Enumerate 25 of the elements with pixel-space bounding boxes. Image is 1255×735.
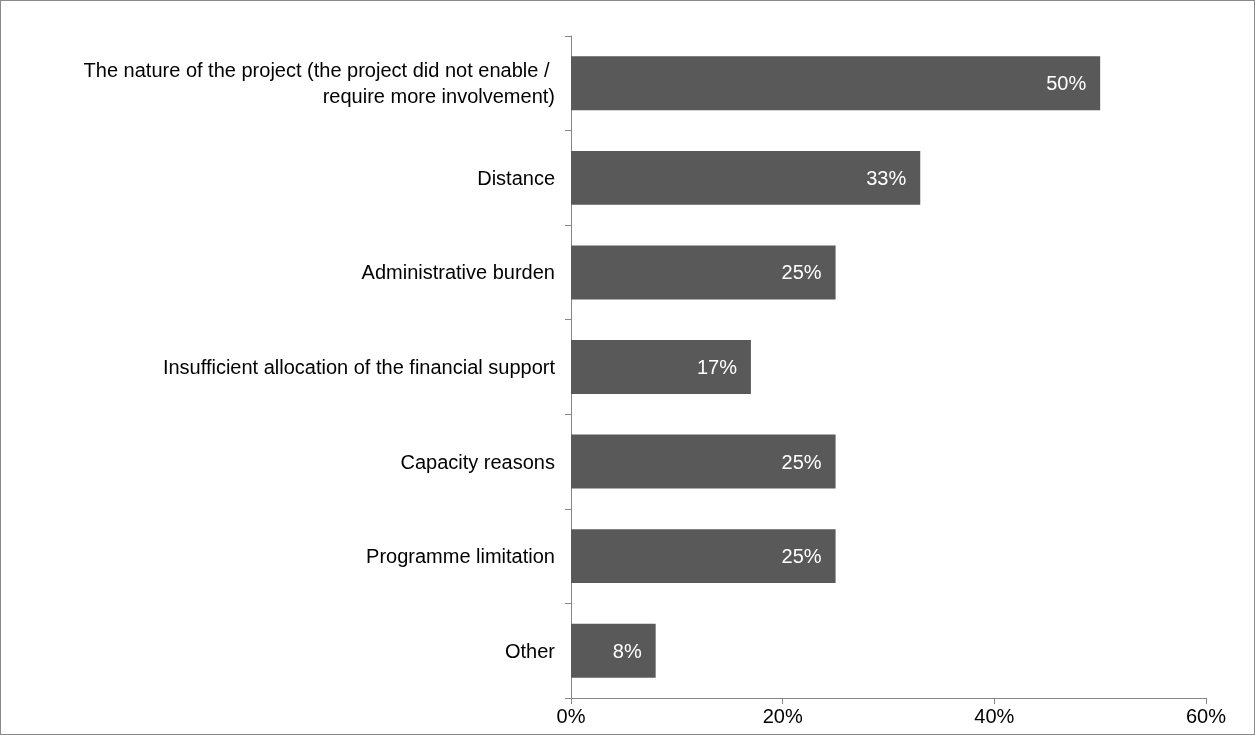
bar [571,245,836,300]
data-label: 25% [781,261,822,284]
bar [571,150,921,205]
y-tick-label: The nature of the project (the project did not enable / require more involvement) [83,59,555,108]
y-tick-label: Capacity reasons [400,450,555,473]
data-label: 25% [781,545,822,568]
y-tick-label: Distance [477,166,555,189]
x-tick-label: 60% [1185,705,1227,727]
x-tick-label: 20% [762,705,803,727]
bar [571,529,836,584]
bar [571,623,656,678]
y-tick-label: Administrative burden [361,261,555,284]
x-tick-label: 0% [556,705,586,727]
x-tick-label: 40% [974,705,1015,727]
bar [571,56,1101,111]
data-label: 17% [696,356,738,378]
y-tick-label: Insufficient allocation of the financial support [162,356,556,378]
data-label: 50% [1046,72,1087,95]
data-label: 33% [866,166,907,189]
data-label: 8% [612,639,642,662]
bar [571,434,836,489]
y-tick-label: Other [504,639,556,662]
y-tick-label: Programme limitation [366,545,555,568]
bar [571,340,751,394]
data-label: 25% [781,450,822,473]
